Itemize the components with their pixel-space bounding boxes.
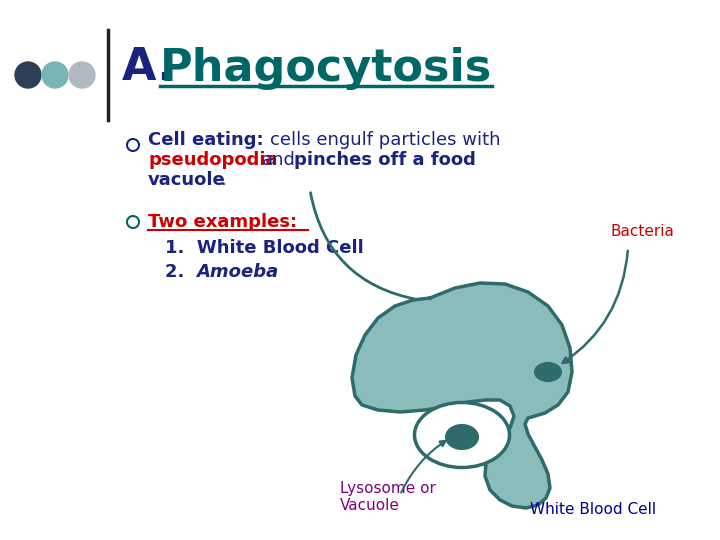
Text: pinches off a food: pinches off a food: [294, 151, 476, 169]
Text: Vacuole: Vacuole: [340, 497, 400, 512]
Ellipse shape: [535, 363, 561, 381]
Text: Amoeba: Amoeba: [196, 263, 278, 281]
Text: A.: A.: [122, 46, 190, 90]
Text: Bacteria: Bacteria: [610, 225, 674, 240]
Text: cells engulf particles with: cells engulf particles with: [270, 131, 500, 149]
Ellipse shape: [415, 402, 510, 468]
Text: 1.  White Blood Cell: 1. White Blood Cell: [165, 239, 364, 257]
Circle shape: [127, 216, 139, 228]
Text: vacuole: vacuole: [148, 171, 226, 189]
FancyArrowPatch shape: [310, 193, 418, 300]
Circle shape: [42, 62, 68, 88]
Text: Phagocytosis: Phagocytosis: [160, 46, 492, 90]
Text: and: and: [262, 151, 296, 169]
Text: 2.: 2.: [165, 263, 197, 281]
Polygon shape: [352, 283, 572, 508]
Text: Two examples:: Two examples:: [148, 213, 297, 231]
Ellipse shape: [446, 425, 478, 449]
Text: Lysosome or: Lysosome or: [340, 481, 436, 496]
Circle shape: [15, 62, 41, 88]
Text: Cell eating:: Cell eating:: [148, 131, 264, 149]
Circle shape: [69, 62, 95, 88]
Text: pseudopodia: pseudopodia: [148, 151, 277, 169]
Text: .: .: [220, 171, 226, 189]
Circle shape: [127, 139, 139, 151]
Text: White Blood Cell: White Blood Cell: [530, 503, 656, 517]
